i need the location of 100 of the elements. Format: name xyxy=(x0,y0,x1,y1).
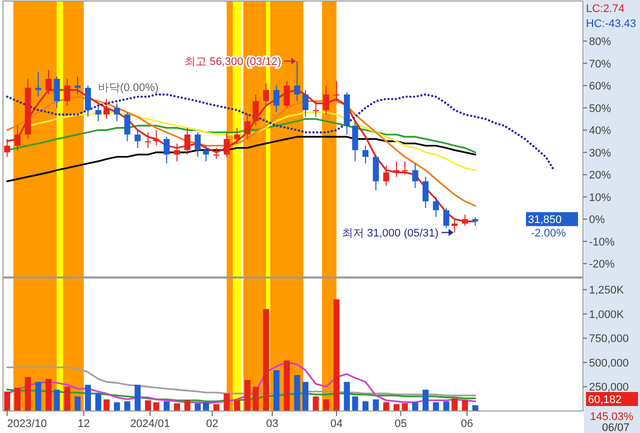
candlestick xyxy=(213,147,220,160)
bar xyxy=(362,401,368,411)
x-tick-label: 2023/10 xyxy=(7,418,47,430)
y-tick-label: 30% xyxy=(589,147,612,160)
bar xyxy=(352,396,358,411)
bar xyxy=(462,400,468,411)
candlestick xyxy=(95,105,102,122)
candlestick xyxy=(153,130,160,146)
candlestick xyxy=(244,114,250,140)
candlestick xyxy=(134,130,141,148)
bar xyxy=(164,401,170,411)
bar xyxy=(194,403,201,411)
bar xyxy=(472,405,478,411)
x-tick-label: 03 xyxy=(266,418,278,430)
candlestick xyxy=(84,85,91,118)
line-series xyxy=(6,136,476,182)
y-tick-label: 20% xyxy=(589,170,612,182)
candlestick xyxy=(402,160,408,176)
candlestick xyxy=(174,142,180,162)
candlestick xyxy=(224,132,230,158)
y-tick-label: 80% xyxy=(589,36,612,48)
line-series xyxy=(6,366,476,396)
bar xyxy=(383,402,390,411)
x-tick-label: 05 xyxy=(394,418,407,430)
bar xyxy=(252,386,259,411)
bar xyxy=(443,401,450,411)
bar xyxy=(4,392,10,411)
bar xyxy=(145,400,151,411)
y-tick-label: 50% xyxy=(589,102,612,115)
y-tick-label: 60% xyxy=(589,80,612,93)
bar xyxy=(203,402,209,411)
x-tick-label: 02 xyxy=(206,418,218,430)
text: 145.03% xyxy=(590,411,634,423)
y-tick-label: -20% xyxy=(589,258,615,271)
bar xyxy=(114,402,120,411)
candlestick xyxy=(383,165,390,186)
text: 06/07 xyxy=(602,422,630,433)
bar xyxy=(284,360,290,411)
candlestick xyxy=(443,208,450,229)
bar xyxy=(174,403,180,411)
bar xyxy=(84,384,91,411)
bar xyxy=(452,398,458,411)
annotation: 31,850 xyxy=(528,214,562,226)
candlestick xyxy=(294,60,300,102)
candlestick xyxy=(164,136,170,164)
bar xyxy=(432,402,439,411)
bar xyxy=(124,401,130,411)
x-tick-label: 12 xyxy=(78,418,90,430)
bar xyxy=(402,403,408,411)
candlestick xyxy=(54,76,60,108)
candlestick xyxy=(412,162,418,188)
candlestick xyxy=(104,98,110,120)
bar xyxy=(273,370,280,411)
annotation: -2.00% xyxy=(531,227,566,240)
candlestick xyxy=(394,160,400,178)
y-tick-label: 40% xyxy=(589,125,612,138)
candlestick xyxy=(312,100,319,118)
y-tick-label: 1,250K xyxy=(589,284,625,297)
y-tick-label: 0% xyxy=(589,214,606,226)
candlestick xyxy=(184,127,190,156)
bar xyxy=(54,390,60,411)
bar xyxy=(153,402,160,411)
bar xyxy=(323,399,330,411)
y-tick-label: -10% xyxy=(589,236,615,248)
bar xyxy=(412,402,418,411)
x-tick-label: 2024/01 xyxy=(130,418,170,430)
bar xyxy=(394,404,400,411)
bar xyxy=(35,382,42,411)
bar xyxy=(372,399,379,411)
annotation: 최저 31,000 (05/31) xyxy=(342,227,439,240)
candlestick xyxy=(194,132,201,158)
bar xyxy=(422,390,429,411)
bar xyxy=(244,380,250,411)
bar xyxy=(302,382,308,411)
candlestick xyxy=(362,145,368,164)
candlestick xyxy=(114,102,120,122)
y-tick-label: 70% xyxy=(589,58,612,70)
bar xyxy=(104,399,110,411)
candlestick xyxy=(432,196,439,218)
bar xyxy=(184,400,190,411)
text: HC:-43.43 xyxy=(586,18,636,30)
candlestick xyxy=(234,127,240,144)
bar xyxy=(74,396,81,411)
bar xyxy=(46,378,52,411)
bar xyxy=(294,375,300,411)
bar xyxy=(234,400,240,411)
bar xyxy=(95,394,102,411)
x-tick-label: 04 xyxy=(330,418,343,430)
candlestick xyxy=(422,176,429,208)
y-tick-label: 250,000 xyxy=(589,382,629,394)
text: LC:2.74 xyxy=(586,3,625,15)
candlestick xyxy=(35,72,42,98)
bar xyxy=(224,394,230,411)
bar xyxy=(24,377,31,411)
candlestick xyxy=(14,125,20,151)
y-tick-label: 750,000 xyxy=(589,333,629,346)
candlestick xyxy=(74,76,81,95)
bar xyxy=(312,396,319,411)
candlestick xyxy=(145,132,151,148)
text: 60,182 xyxy=(588,394,622,406)
